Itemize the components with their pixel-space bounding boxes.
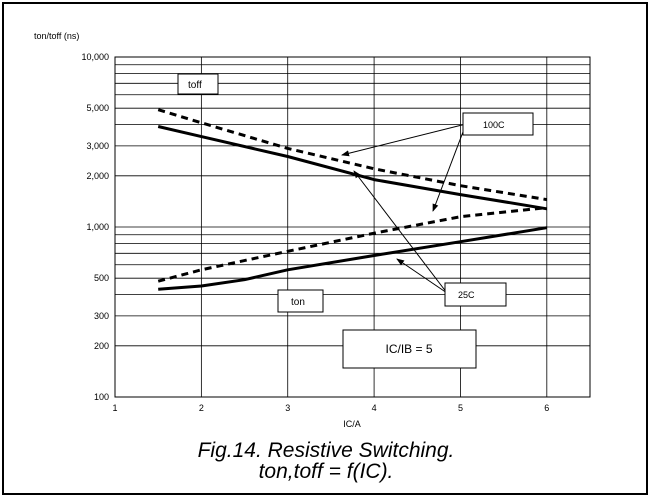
annotation-arrows [341,123,467,294]
series-line-4 [158,226,548,291]
x-tick-label: 3 [285,403,290,413]
y-tick-label: 1,000 [86,222,109,232]
y-tick-label: 10,000 [81,52,109,62]
figure-frame [2,2,648,495]
label-100c-box: 100C [462,112,534,136]
label-ton-box: ton [277,289,324,313]
y-tick-label: 200 [94,341,109,351]
label-100c: 100C [483,120,505,130]
series-line-3 [157,206,547,283]
label-ton: ton [291,297,305,308]
chart-plot: 100 200 300 500 1,000 2,000 3,000 5,000 10,000 1 2… [34,31,591,429]
y-tick-label: 500 [94,273,109,283]
label-25c-box: 25C [444,282,507,307]
label-ratio: IC/IB = 5 [385,342,432,356]
y-axis-label: ton/toff (ns) [34,31,79,41]
y-tick-label: 5,000 [86,103,109,113]
arrow-25c-ton [396,258,448,294]
label-toff-box: toff [177,73,219,95]
plot-area-border [114,56,591,398]
x-axis-label: IC/A [343,419,361,429]
series-line-1 [157,108,548,202]
y-tick-label: 300 [94,311,109,321]
y-tick-label: 2,000 [86,171,109,181]
arrow-100c-ton [432,123,467,212]
caption-line-2: ton,toff = f(IC). [258,460,394,483]
x-tick-label: 6 [544,403,549,413]
x-tick-label: 2 [199,403,204,413]
x-tick-label: 1 [112,403,117,413]
x-tick-label: 4 [372,403,377,413]
x-tick-label: 5 [458,403,463,413]
figure-caption: Fig.14. Resistive Switching. ton,toff = … [0,440,652,482]
tick-labels: 100 200 300 500 1,000 2,000 3,000 5,000 10,000 1 2… [81,52,549,413]
label-toff: toff [188,80,202,91]
arrow-25c-toff [353,170,448,294]
y-tick-label: 100 [94,392,109,402]
caption-line-1: Fig.14. Resistive Switching. [197,439,455,462]
label-25c: 25C [458,290,475,300]
series [157,108,548,291]
series-line-2 [157,125,548,211]
y-tick-label: 3,000 [86,141,109,151]
arrow-100c-toff [341,123,467,157]
label-ratio-box: IC/IB = 5 [342,329,477,369]
